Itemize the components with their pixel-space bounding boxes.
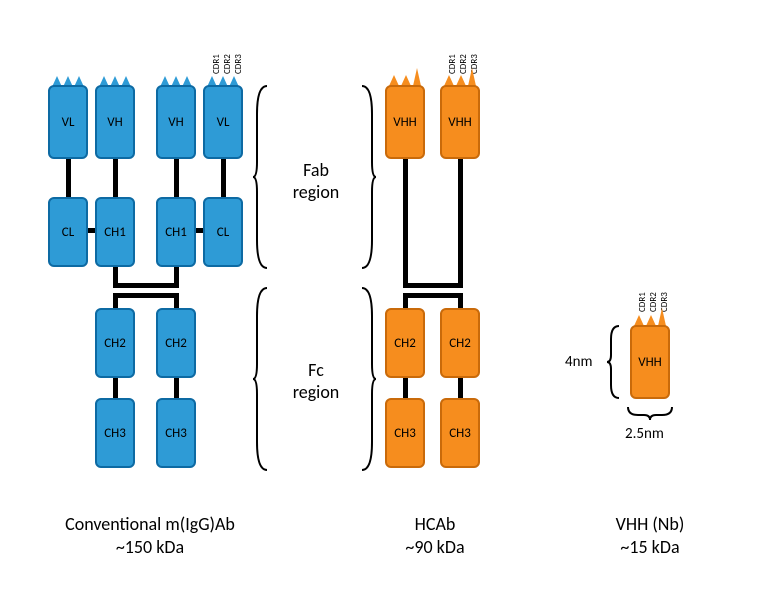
igg-ch3-right: CH3 xyxy=(156,398,196,468)
igg-vl-left: VL xyxy=(48,85,88,159)
connector xyxy=(174,293,179,308)
vhh-height-label: 4nm xyxy=(565,353,592,371)
igg-cl-right: CL xyxy=(203,197,243,267)
connector xyxy=(66,159,71,197)
cdr-spikes xyxy=(388,68,422,86)
connector xyxy=(403,293,408,308)
connector xyxy=(88,228,95,233)
hcab-vhh-left: VHH xyxy=(385,85,425,159)
igg-vh-right: VH xyxy=(156,85,196,159)
igg-vl-right: VL xyxy=(203,85,243,159)
connector xyxy=(403,293,463,298)
vhh-nb-domain: VHH xyxy=(630,325,670,399)
igg-caption-line1: Conventional m(IgG)Ab xyxy=(65,513,235,535)
connector xyxy=(113,293,118,308)
connector xyxy=(113,283,179,288)
cdr2-label-igg: CDR2 xyxy=(222,54,233,74)
hcab-ch3-left: CH3 xyxy=(385,398,425,468)
connector xyxy=(403,159,408,287)
cdr3-label-igg: CDR3 xyxy=(233,54,244,74)
connector xyxy=(196,228,203,233)
connector xyxy=(458,378,463,398)
connector xyxy=(113,378,118,398)
hcab-ch2-right: CH2 xyxy=(440,308,480,378)
fab-brace-right xyxy=(358,84,376,270)
vhh-caption-line2: ~15 kDa xyxy=(620,536,679,558)
fc-region-label: Fc region xyxy=(286,360,346,403)
cdr-spikes xyxy=(443,68,477,86)
diagram-canvas: CDR1 CDR2 CDR3 VL VH VH VL CL CH1 CH1 CL xyxy=(0,0,765,601)
connector xyxy=(458,159,463,287)
connector xyxy=(221,159,226,197)
fc-brace-left xyxy=(253,286,271,472)
fc-brace-right xyxy=(358,286,376,472)
igg-caption: Conventional m(IgG)Ab ~150 kDa xyxy=(40,513,260,560)
cdr-spikes xyxy=(633,308,667,326)
igg-caption-line2: ~150 kDa xyxy=(116,536,184,558)
fab-region-label: Fab region xyxy=(286,160,346,203)
igg-cl-left: CL xyxy=(48,197,88,267)
hcab-caption: HCAb ~90 kDa xyxy=(375,513,495,560)
fab-brace-left xyxy=(253,84,271,270)
connector xyxy=(458,293,463,308)
igg-ch2-left: CH2 xyxy=(95,308,135,378)
igg-ch1-left: CH1 xyxy=(95,197,135,267)
igg-ch2-right: CH2 xyxy=(156,308,196,378)
cdr1-label-igg: CDR1 xyxy=(211,54,222,74)
hcab-caption-line2: ~90 kDa xyxy=(405,536,464,558)
igg-ch1-right: CH1 xyxy=(156,197,196,267)
hcab-ch2-left: CH2 xyxy=(385,308,425,378)
connector xyxy=(113,159,118,197)
hcab-vhh-right: VHH xyxy=(440,85,480,159)
connector xyxy=(403,378,408,398)
hcab-ch3-right: CH3 xyxy=(440,398,480,468)
vhh-width-label: 2.5nm xyxy=(625,425,664,443)
igg-vh-left: VH xyxy=(95,85,135,159)
connector xyxy=(403,283,463,288)
connector xyxy=(113,293,179,298)
igg-ch3-left: CH3 xyxy=(95,398,135,468)
vhh-width-brace xyxy=(627,405,673,421)
connector xyxy=(174,159,179,197)
hcab-caption-line1: HCAb xyxy=(415,513,456,535)
vhh-caption-line1: VHH (Nb) xyxy=(616,513,685,535)
connector xyxy=(174,378,179,398)
vhh-height-brace xyxy=(607,325,623,399)
vhh-caption: VHH (Nb) ~15 kDa xyxy=(590,513,710,560)
